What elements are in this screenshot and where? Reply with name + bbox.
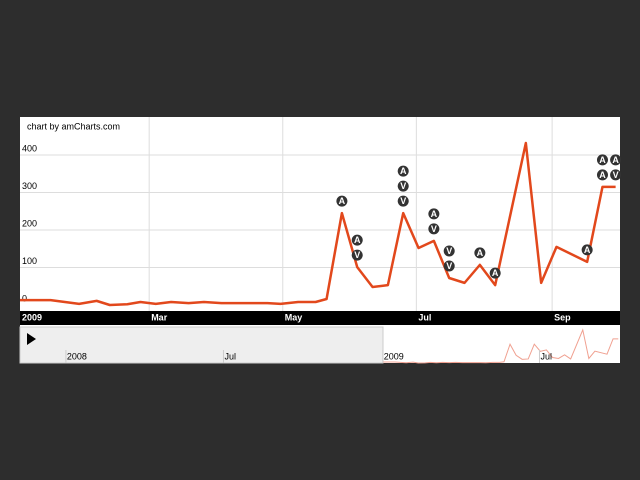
event-bullet[interactable] <box>397 180 409 192</box>
y-tick-label: 200 <box>22 218 37 228</box>
event-bullet[interactable] <box>428 223 440 235</box>
event-label: A <box>431 209 438 219</box>
play-button[interactable] <box>27 333 36 345</box>
y-tick-label: 400 <box>22 143 37 153</box>
event-bullet[interactable] <box>596 154 608 166</box>
event-label: A <box>400 166 407 176</box>
x-tick-label: Mar <box>151 312 168 322</box>
event-label: V <box>400 196 406 206</box>
event-label: A <box>492 268 499 278</box>
event-label: V <box>613 170 619 180</box>
navigator-tick-label: Jul <box>540 351 552 361</box>
event-label: V <box>446 261 452 271</box>
event-bullet[interactable] <box>610 154 622 166</box>
event-bullet[interactable] <box>443 260 455 272</box>
event-bullet[interactable] <box>489 267 501 279</box>
event-bullet[interactable] <box>596 169 608 181</box>
navigator-tick-label: 2008 <box>67 351 87 361</box>
event-bullet[interactable] <box>581 244 593 256</box>
credit: chart by amCharts.com <box>27 121 120 131</box>
event-label: A <box>599 170 606 180</box>
event-bullet[interactable] <box>397 165 409 177</box>
data-line <box>20 141 616 307</box>
x-tick-label: 2009 <box>22 312 42 322</box>
event-label: A <box>584 245 591 255</box>
y-tick-label: 300 <box>22 181 37 191</box>
navigator-series <box>382 328 619 364</box>
plot-background <box>20 117 620 363</box>
event-label: V <box>446 246 452 256</box>
event-bullet[interactable] <box>351 234 363 246</box>
x-axis-bar <box>20 311 620 325</box>
event-bullet[interactable] <box>610 169 622 181</box>
event-label: V <box>354 250 360 260</box>
event-label: A <box>477 248 484 258</box>
x-tick-label: May <box>285 312 303 322</box>
navigator-tick-label: Jul <box>224 351 236 361</box>
y-tick-label: 0 <box>22 293 27 303</box>
event-bullet[interactable] <box>474 247 486 259</box>
event-label: V <box>400 181 406 191</box>
event-label: A <box>339 196 346 206</box>
event-label: A <box>612 155 619 165</box>
y-tick-label: 100 <box>22 256 37 266</box>
event-bullet[interactable] <box>443 245 455 257</box>
navigator-tick-label: 2009 <box>384 351 404 361</box>
event-bullet[interactable] <box>351 249 363 261</box>
event-label: A <box>354 235 361 245</box>
event-label: V <box>431 224 437 234</box>
event-bullet[interactable] <box>397 195 409 207</box>
event-bullet[interactable] <box>428 208 440 220</box>
event-label: A <box>599 155 606 165</box>
x-tick-label: Sep <box>554 312 571 322</box>
x-tick-label: Jul <box>418 312 431 322</box>
navigator-selection[interactable] <box>19 326 384 364</box>
event-bullet[interactable] <box>336 195 348 207</box>
